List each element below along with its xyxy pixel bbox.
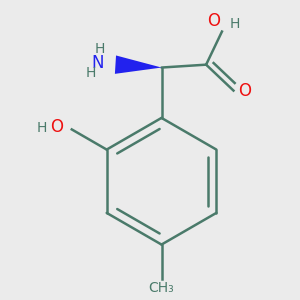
Text: O: O <box>50 118 63 136</box>
Text: H: H <box>229 17 239 32</box>
Text: O: O <box>208 12 220 30</box>
Text: N: N <box>92 54 104 72</box>
Text: H: H <box>86 66 96 80</box>
Text: H: H <box>36 121 47 135</box>
Text: H: H <box>94 42 105 56</box>
Polygon shape <box>115 56 161 74</box>
Text: CH₃: CH₃ <box>148 281 174 296</box>
Text: O: O <box>238 82 251 100</box>
